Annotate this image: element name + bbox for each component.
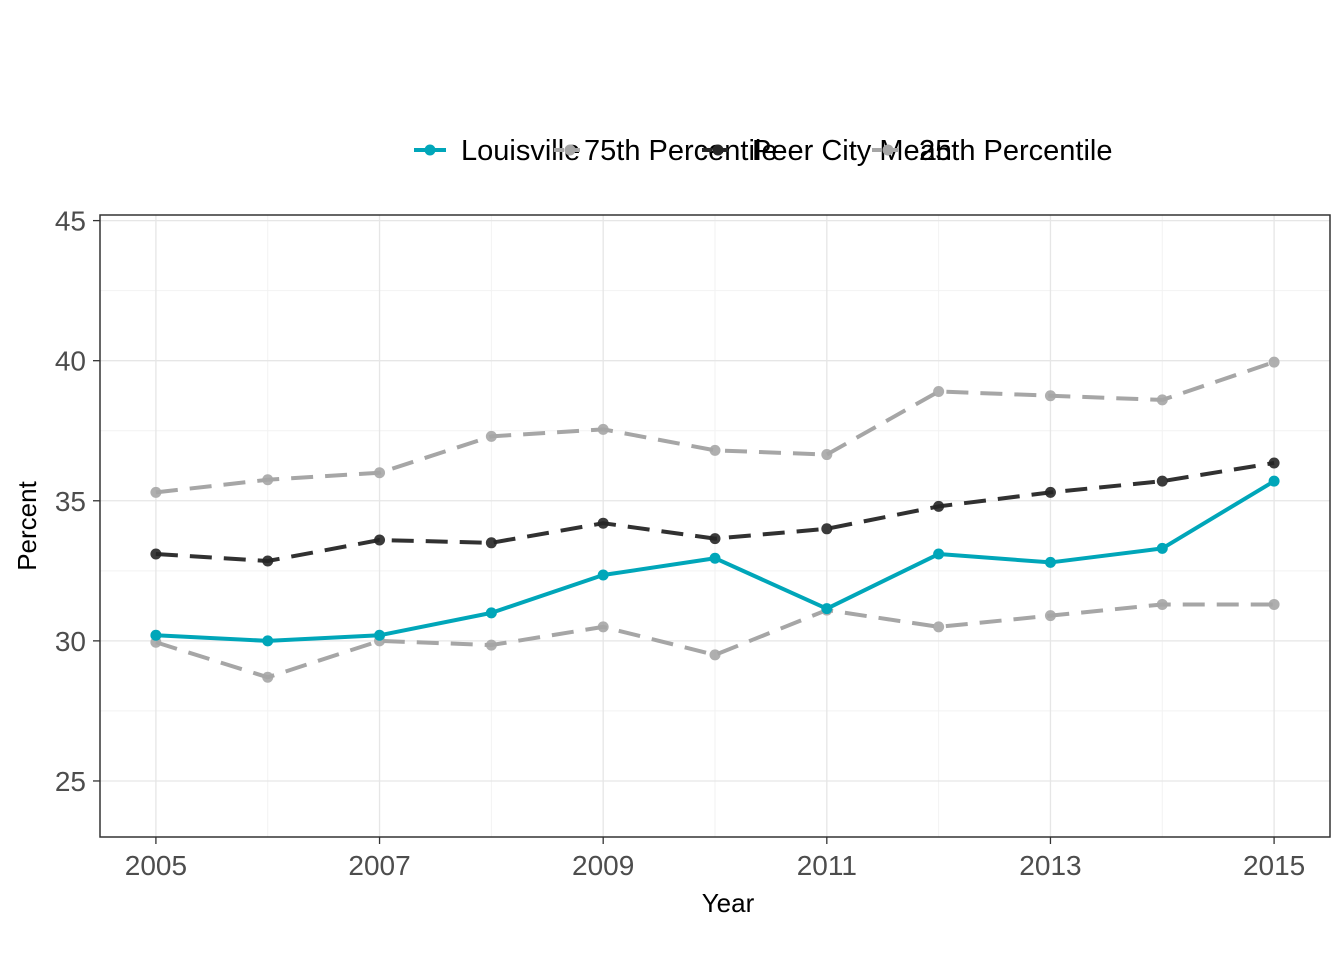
- data-point-75th-percentile: [933, 386, 945, 398]
- data-point-louisville: [597, 569, 609, 581]
- grid-major: [100, 215, 1330, 837]
- data-point-peer-city-mean: [374, 534, 386, 546]
- data-point-75th-percentile: [1156, 394, 1168, 406]
- data-point-peer-city-mean: [709, 533, 721, 545]
- series-75th-percentile: [150, 356, 1280, 498]
- data-point-peer-city-mean: [150, 548, 162, 560]
- legend-label: 25th Percentile: [919, 135, 1112, 167]
- data-point-75th-percentile: [597, 423, 609, 435]
- series-line-75th-percentile: [155, 360, 1275, 495]
- data-point-25th-percentile: [709, 649, 721, 661]
- data-point-25th-percentile: [485, 639, 497, 651]
- series-louisville: [150, 475, 1280, 647]
- data-point-75th-percentile: [374, 467, 386, 479]
- data-point-louisville: [150, 629, 162, 641]
- x-tick-label: 2009: [572, 850, 634, 881]
- legend-key-point: [882, 144, 894, 156]
- grid-minor: [100, 215, 1330, 837]
- legend-item-75th-percentile: 75th Percentile: [554, 135, 777, 167]
- data-point-peer-city-mean: [933, 500, 945, 512]
- series-layer: [150, 356, 1280, 683]
- data-point-25th-percentile: [1044, 610, 1056, 622]
- legend-item-25th-percentile: 25th Percentile: [872, 135, 1112, 167]
- data-point-75th-percentile: [262, 474, 274, 486]
- data-point-louisville: [485, 607, 497, 619]
- x-tick-label: 2007: [348, 850, 410, 881]
- data-point-peer-city-mean: [1044, 486, 1056, 498]
- data-point-louisville: [1268, 475, 1280, 487]
- data-point-peer-city-mean: [1268, 457, 1280, 469]
- y-axis: 25 30 35 40 45: [55, 206, 100, 797]
- data-point-louisville: [933, 548, 945, 560]
- data-point-peer-city-mean: [821, 523, 833, 535]
- legend-label: Peer City Mean: [752, 135, 952, 167]
- legend-key-point: [564, 144, 576, 156]
- series-line-25th-percentile: [155, 602, 1275, 680]
- x-tick-label: 2013: [1019, 850, 1081, 881]
- data-point-25th-percentile: [933, 621, 945, 633]
- data-point-75th-percentile: [709, 444, 721, 456]
- y-tick-label: 40: [55, 346, 86, 377]
- x-tick-label: 2015: [1243, 850, 1305, 881]
- panel-border: [99, 214, 1331, 838]
- series-peer-city-mean: [150, 457, 1280, 567]
- data-point-25th-percentile: [597, 621, 609, 633]
- data-point-peer-city-mean: [1156, 475, 1168, 487]
- data-point-louisville: [374, 629, 386, 641]
- legend-key-point: [712, 144, 724, 156]
- data-point-75th-percentile: [150, 486, 162, 498]
- data-point-25th-percentile: [1268, 598, 1280, 610]
- x-tick-label: 2011: [797, 850, 857, 881]
- legend-label: 75th Percentile: [584, 135, 777, 167]
- data-point-75th-percentile: [821, 449, 833, 461]
- y-tick-label: 45: [55, 206, 86, 237]
- data-point-louisville: [821, 603, 833, 615]
- data-point-peer-city-mean: [597, 517, 609, 529]
- data-point-louisville: [1156, 542, 1168, 554]
- data-point-peer-city-mean: [262, 555, 274, 567]
- x-tick-label: 2005: [125, 850, 187, 881]
- y-axis-title: Percent: [12, 480, 42, 570]
- data-point-louisville: [709, 552, 721, 564]
- data-point-louisville: [1044, 556, 1056, 568]
- data-point-25th-percentile: [1156, 598, 1168, 610]
- legend-item-peer-city-mean: Peer City Mean: [702, 135, 952, 167]
- data-point-75th-percentile: [485, 430, 497, 442]
- data-point-25th-percentile: [262, 671, 274, 683]
- data-point-75th-percentile: [1044, 390, 1056, 402]
- x-axis-title: Year: [702, 888, 755, 918]
- data-point-louisville: [262, 635, 274, 647]
- y-tick-label: 30: [55, 626, 86, 657]
- legend-key-point: [424, 144, 436, 156]
- y-tick-label: 25: [55, 766, 86, 797]
- data-point-peer-city-mean: [485, 537, 497, 549]
- x-axis: 2005 2007 2009 2011 2013 2015: [125, 837, 1305, 881]
- y-tick-label: 35: [55, 486, 86, 517]
- data-point-75th-percentile: [1268, 356, 1280, 368]
